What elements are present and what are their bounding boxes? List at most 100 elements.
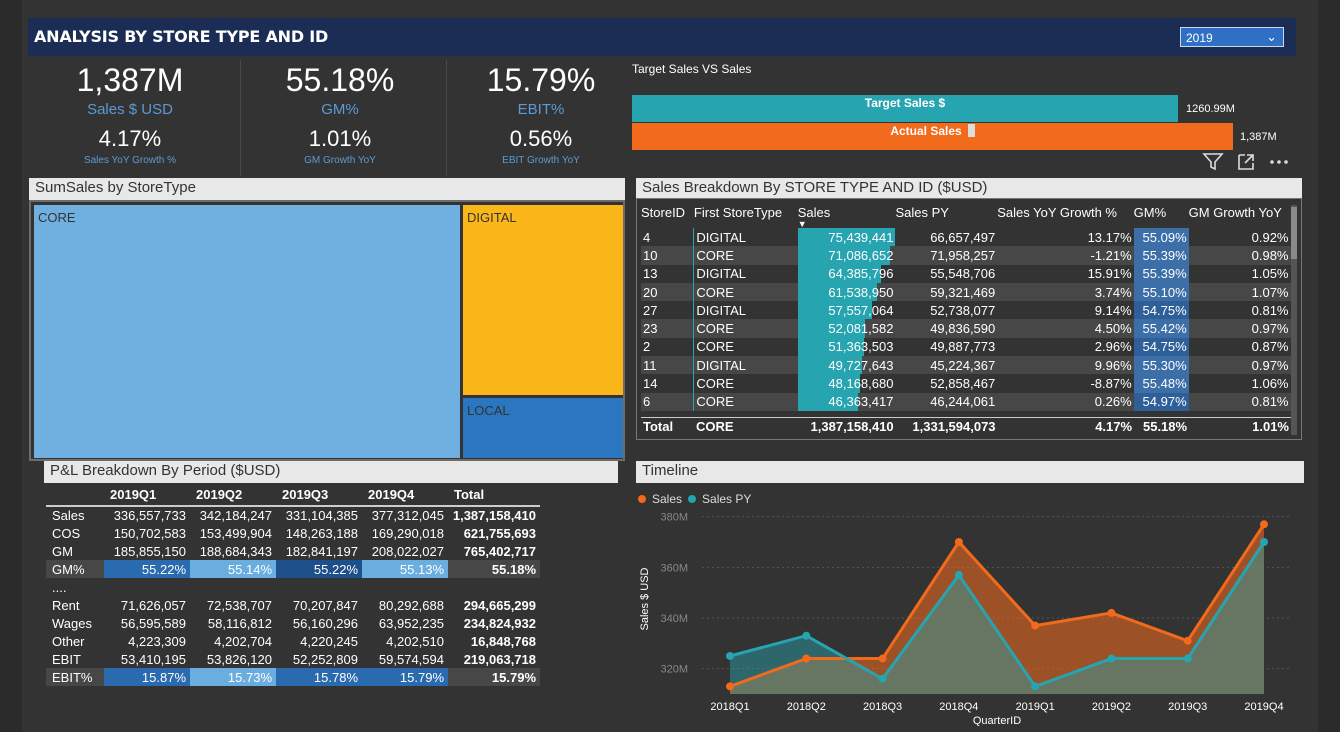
cell-yoy: 15.91%: [1087, 266, 1132, 282]
cell-yoy: -8.87%: [1090, 376, 1132, 392]
target-sales-bar[interactable]: Target Sales $: [632, 95, 1178, 122]
cell-value: 182,841,197: [285, 543, 358, 559]
cell-gm: 55.30%: [1133, 356, 1189, 375]
more-options-icon[interactable]: [1268, 152, 1290, 172]
table-row[interactable]: 20 CORE 61,538,950 59,321,469 3.74% 55.10% 1.0…: [641, 282, 1291, 302]
column-header[interactable]: 2019Q4: [368, 487, 415, 502]
column-header[interactable]: First StoreType: [693, 205, 783, 220]
x-tick-label: 2019Q1: [1016, 701, 1055, 713]
data-point: [1260, 520, 1268, 529]
focus-mode-icon[interactable]: [1236, 152, 1256, 172]
table-row[interactable]: GM 185,855,150 188,684,343 182,841,197 208,0…: [46, 542, 540, 560]
scrollbar-thumb[interactable]: [1291, 207, 1297, 259]
table-row[interactable]: 6 CORE 46,363,417 46,244,061 0.26% 54.97% 0.81…: [641, 392, 1291, 411]
sort-desc-icon: ▼: [797, 219, 807, 229]
treemap-cell-digital[interactable]: DIGITAL: [463, 205, 623, 395]
cell-gm-growth: 0.92%: [1251, 229, 1289, 245]
table-row[interactable]: EBIT% 15.87% 15.73% 15.78% 15.79% 15.79%: [46, 668, 540, 686]
table-row[interactable]: Rent 71,626,057 72,538,707 70,207,847 80,292…: [46, 596, 540, 614]
table-row[interactable]: COS 150,702,583 153,499,904 148,263,188 169,…: [46, 524, 540, 542]
cell-value: 58,116,812: [207, 615, 272, 631]
column-header[interactable]: Sales YoY Growth %: [997, 205, 1117, 220]
kpi-card-gm[interactable]: 55.18% GM% 1.01% GM Growth YoY: [240, 56, 440, 178]
cell-value: 185,855,150: [113, 543, 186, 559]
treemap-cell-local[interactable]: LOCAL: [463, 398, 623, 458]
sales-data-bar: [797, 301, 873, 320]
table-row[interactable]: 14 CORE 48,168,680 52,858,467 -8.87% 55.48% 1.…: [641, 374, 1291, 393]
table-row[interactable]: 27 DIGITAL 57,557,064 52,738,077 9.14% 54.75%…: [641, 301, 1291, 320]
table-row[interactable]: 2 CORE 51,363,503 49,887,773 2.96% 54.75% 0.87…: [641, 337, 1291, 357]
column-header-label: Sales: [797, 205, 831, 220]
table-row[interactable]: 4 DIGITAL 75,439,441 66,657,497 13.17% 55.09%…: [641, 228, 1291, 247]
cell-store-id: 27: [643, 302, 658, 318]
cell-store-id: 11: [641, 356, 694, 375]
cell-store-type: DIGITAL: [693, 264, 798, 283]
table-row[interactable]: Other 4,223,309 4,202,704 4,220,245 4,202,51…: [46, 632, 540, 650]
legend-label[interactable]: Sales PY: [702, 492, 752, 506]
cell-store-type: CORE: [693, 282, 798, 302]
table-scrollbar[interactable]: [1291, 205, 1297, 435]
cell-gm: 55.09%: [1133, 228, 1189, 247]
filter-icon[interactable]: [1202, 152, 1224, 172]
x-tick-label: 2019Q4: [1244, 701, 1283, 713]
table-row[interactable]: ....: [46, 578, 540, 596]
target-sales-label: Target Sales $: [864, 96, 946, 110]
data-point: [726, 682, 734, 691]
sales-data-bar: [797, 246, 890, 265]
column-header[interactable]: StoreID: [641, 205, 686, 220]
pl-breakdown-title: P&L Breakdown By Period ($USD): [44, 461, 618, 483]
table-row[interactable]: 11 DIGITAL 49,727,643 45,224,367 9.96% 55.30%…: [641, 356, 1291, 375]
cell-sales: 52,081,582: [797, 319, 896, 338]
column-header[interactable]: Sales PY: [895, 205, 949, 220]
cell-gm: 55.39%: [1133, 246, 1189, 265]
kpi-value: 55.18%: [285, 62, 395, 98]
kpi-card-ebit[interactable]: 15.79% EBIT% 0.56% EBIT Growth YoY: [446, 56, 636, 178]
data-point: [1107, 608, 1116, 617]
legend-label[interactable]: Sales: [652, 492, 683, 506]
sales-data-bar: [797, 356, 863, 375]
kpi-label: GM%: [321, 101, 359, 118]
table-row[interactable]: Sales 336,557,733 342,184,247 331,104,385 37…: [46, 505, 540, 524]
treemap-cell-core[interactable]: CORE: [34, 205, 460, 458]
cell-sales: 64,385,796: [797, 264, 896, 283]
data-point: [1260, 538, 1268, 546]
table-row[interactable]: GM% 55.22% 55.14% 55.22% 55.13% 55.18%: [46, 560, 540, 578]
total-type: CORE: [693, 416, 798, 436]
row-label: GM: [52, 543, 73, 559]
column-header[interactable]: 2019Q2: [196, 487, 243, 502]
x-tick-label: 2019Q3: [1168, 701, 1207, 713]
kpi-divider: [446, 60, 447, 176]
cell-yoy: 9.96%: [997, 356, 1134, 375]
pl-table: 2019Q1 2019Q2 2019Q3 2019Q4 Total Sales 3…: [46, 484, 540, 686]
year-slicer[interactable]: 2019 ⌄: [1180, 27, 1284, 47]
table-row[interactable]: Wages 56,595,589 58,116,812 56,160,296 63,95…: [46, 614, 540, 632]
table-row[interactable]: EBIT 53,410,195 53,826,120 52,252,809 59,574…: [46, 650, 540, 668]
cell-sales: 57,557,064: [797, 301, 896, 320]
row-label: COS: [52, 525, 81, 541]
actual-sales-bar[interactable]: Actual Sales: [632, 123, 1233, 150]
row-label: ....: [52, 579, 67, 595]
column-header[interactable]: 2019Q1: [110, 487, 157, 502]
column-header[interactable]: Total: [454, 487, 485, 502]
sales-data-bar: [797, 392, 858, 411]
column-header[interactable]: GM%: [1133, 205, 1167, 220]
column-header[interactable]: 2019Q3: [282, 487, 329, 502]
kpi-card-sales[interactable]: 1,387M Sales $ USD 4.17% Sales YoY Growt…: [30, 56, 230, 178]
kpi-label: Sales $ USD: [87, 101, 173, 118]
column-header-sorted[interactable]: Sales ▼: [797, 201, 896, 229]
table-row[interactable]: 23 CORE 52,081,582 49,836,590 4.50% 55.42% 0.9…: [641, 319, 1291, 338]
column-header[interactable]: GM Growth YoY: [1188, 205, 1282, 220]
table-row[interactable]: 10 CORE 71,086,652 71,958,257 -1.21% 55.39% 0.…: [641, 246, 1291, 265]
cell-store-type: DIGITAL: [693, 356, 798, 375]
target-sales-value: 1260.99M: [1186, 103, 1235, 115]
cell-store-id: 4: [643, 229, 651, 245]
data-point: [1183, 636, 1192, 645]
cell-value: 53,410,195: [120, 651, 186, 667]
cell-store-type: DIGITAL: [693, 228, 798, 247]
cell-value: 59,574,594: [378, 651, 444, 667]
data-point: [954, 538, 963, 546]
table-row[interactable]: 13 DIGITAL 64,385,796 55,548,706 15.91% 55.39…: [641, 264, 1291, 283]
data-point: [954, 570, 963, 579]
cell-value: 55.14%: [190, 560, 276, 578]
cell-sales-py: 66,657,497: [930, 229, 996, 245]
